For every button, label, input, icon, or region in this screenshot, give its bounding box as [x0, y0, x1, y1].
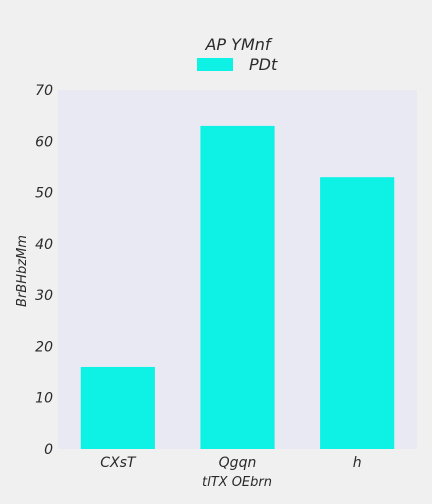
- x-axis-ticks: CXsT Qgqn h: [100, 455, 361, 471]
- bar-Qgqn: [200, 125, 275, 450]
- chart-title: AP YMnf: [204, 35, 272, 54]
- x-axis-label: tlTX OEbrn: [202, 475, 272, 490]
- y-tick-label-3: 30: [35, 288, 53, 304]
- x-tick-label-2: h: [353, 455, 362, 471]
- y-axis-label: BrBHbzMm: [15, 235, 30, 307]
- x-tick-label-0: CXsT: [100, 455, 137, 471]
- y-tick-label-0: 0: [44, 442, 53, 458]
- bars: [80, 125, 395, 450]
- legend-swatch: [197, 58, 233, 71]
- legend-label: PDt: [249, 55, 278, 74]
- y-tick-label-1: 10: [35, 391, 53, 407]
- y-axis-ticks: 0 10 20 30 40 50 60 70: [35, 83, 53, 458]
- legend: PDt: [197, 55, 278, 74]
- bar-CXsT: [80, 366, 155, 449]
- x-tick-label-1: Qgqn: [219, 455, 257, 471]
- y-tick-label-7: 70: [35, 83, 53, 99]
- y-tick-label-4: 40: [35, 237, 53, 253]
- y-tick-label-6: 60: [35, 134, 53, 150]
- y-tick-label-2: 20: [35, 339, 53, 355]
- y-tick-label-5: 50: [35, 186, 53, 202]
- bar-h: [320, 177, 395, 449]
